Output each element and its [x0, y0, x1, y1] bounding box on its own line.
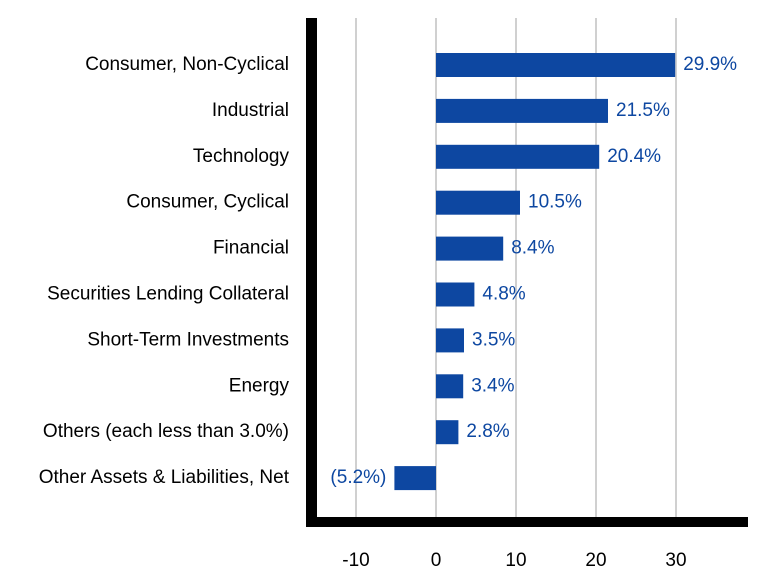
bar [436, 420, 459, 445]
bar [394, 466, 436, 491]
data-label: 3.5% [472, 329, 515, 350]
data-label: 21.5% [616, 100, 670, 121]
axes [306, 18, 748, 527]
x-tick-label: -10 [342, 550, 369, 571]
category-label: Consumer, Cyclical [126, 192, 289, 213]
category-label: Consumer, Non-Cyclical [85, 54, 289, 75]
y-axis-line [306, 18, 317, 526]
data-label: 8.4% [511, 238, 554, 259]
category-label: Other Assets & Liabilities, Net [39, 467, 290, 488]
data-label: 10.5% [528, 192, 582, 213]
category-label: Energy [229, 375, 290, 396]
category-label: Financial [213, 238, 289, 259]
category-labels: Consumer, Non-Cyclical Industrial Technolo… [39, 54, 290, 488]
data-label: 3.4% [471, 375, 514, 396]
category-label: Industrial [212, 100, 289, 121]
data-label: 29.9% [683, 54, 737, 75]
bar [436, 328, 464, 353]
x-axis-line [306, 517, 748, 527]
x-tick-label: 20 [585, 550, 606, 571]
bars [394, 53, 676, 491]
category-label: Securities Lending Collateral [47, 284, 289, 305]
x-tick-label: 30 [665, 550, 686, 571]
bar [436, 190, 520, 215]
data-label: 20.4% [607, 146, 661, 167]
data-label: (5.2%) [330, 467, 386, 488]
x-tick-labels: -10 0 10 20 30 [342, 550, 686, 571]
bar [436, 236, 504, 261]
category-label: Others (each less than 3.0%) [43, 421, 289, 442]
category-label: Short-Term Investments [87, 329, 289, 350]
data-labels: 29.9% 21.5% 20.4% 10.5% 8.4% 4.8% 3.5% 3.4% 2.8%… [330, 54, 737, 488]
x-tick-label: 0 [431, 550, 442, 571]
data-label: 2.8% [466, 421, 509, 442]
category-label: Technology [193, 146, 290, 167]
bar [436, 53, 676, 77]
data-label: 4.8% [482, 284, 525, 305]
bar [436, 144, 600, 169]
x-tick-label: 10 [505, 550, 526, 571]
bar [436, 374, 464, 399]
bar [436, 282, 475, 307]
grid-lines [355, 18, 677, 522]
bar [436, 98, 608, 123]
